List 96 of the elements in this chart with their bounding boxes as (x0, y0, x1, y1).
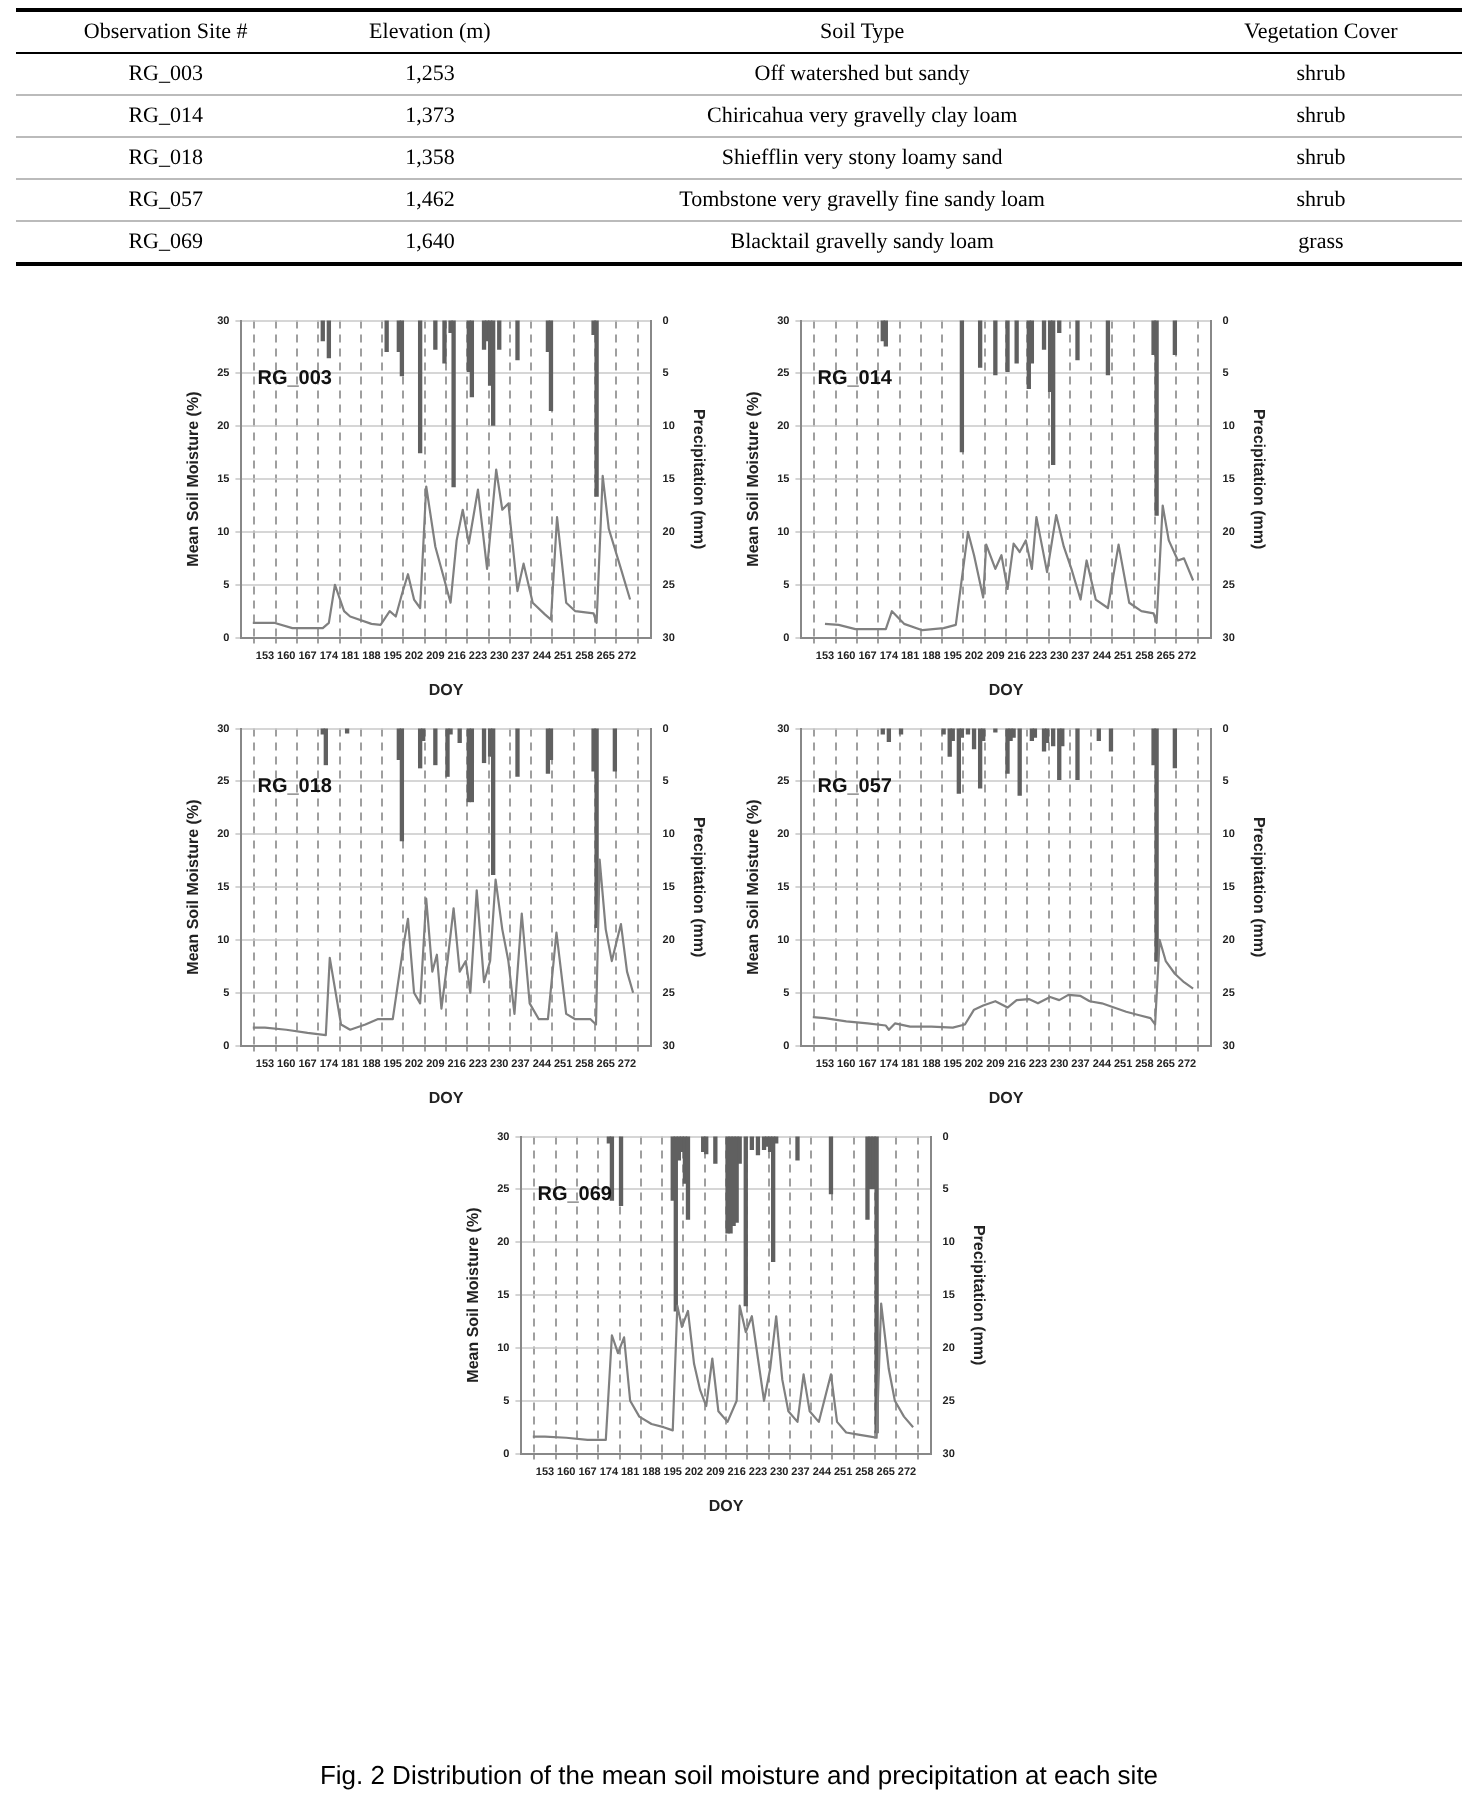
x-axis-title: DOY (428, 680, 465, 699)
y2-axis-title: Precipitation (mm) (1249, 408, 1268, 550)
bar (1154, 728, 1159, 962)
text: Observation Site # (16, 10, 316, 53)
text: grass (1179, 221, 1462, 264)
text: shrub (1179, 95, 1462, 137)
bar (384, 320, 389, 352)
bar (743, 1136, 748, 1307)
bar (399, 728, 405, 842)
bar (886, 728, 892, 742)
y-axis-title: Mean Soil Moisture (%) (184, 798, 203, 975)
bar (898, 728, 904, 735)
bar (713, 1136, 718, 1164)
bar (1051, 320, 1056, 465)
bar (469, 320, 475, 398)
bar (548, 320, 554, 412)
bar (442, 320, 447, 364)
text: RG_003 (16, 53, 316, 95)
y-axis-title: Mean Soil Moisture (%) (744, 798, 763, 975)
bar (417, 320, 423, 454)
text: Vegetation Cover (1179, 10, 1462, 53)
bar (883, 320, 888, 347)
bar (1075, 728, 1080, 780)
bar (1005, 728, 1010, 774)
text: RG_057 (16, 179, 316, 221)
y2-axis-title: Precipitation (mm) (689, 408, 708, 550)
bar (977, 320, 983, 368)
text: shrub (1179, 179, 1462, 221)
text: 1,640 (315, 221, 545, 264)
text: 1,373 (315, 95, 545, 137)
bar (594, 320, 599, 497)
bar (433, 320, 438, 350)
y2-axis-title: Precipitation (mm) (1249, 816, 1268, 958)
text: shrub (1179, 53, 1462, 95)
text: shrub (1179, 137, 1462, 179)
text: 1,358 (315, 137, 545, 179)
bar (491, 320, 496, 426)
bar (771, 1136, 776, 1262)
bar (880, 728, 885, 735)
bar (612, 728, 618, 772)
text: RG_014 (16, 95, 316, 137)
annotation: RG_018 (257, 776, 333, 799)
bar (481, 728, 487, 764)
bar (993, 320, 998, 376)
x-axis-title: DOY (708, 1496, 745, 1515)
bar (1172, 728, 1178, 769)
text: 1,462 (315, 179, 545, 221)
bar (755, 1136, 761, 1156)
text: Off watershed but sandy (544, 53, 1180, 95)
bar (451, 320, 456, 488)
bar (399, 320, 405, 377)
x-axis-title: DOY (988, 680, 1025, 699)
bar (594, 728, 599, 928)
bar (326, 320, 332, 359)
bar (795, 1136, 800, 1161)
bar (1005, 320, 1010, 372)
text: Tombstone very gravelly fine sandy loam (544, 179, 1180, 221)
bar (874, 1136, 879, 1434)
caption: Fig. 2 Distribution of the mean soil moisture and precipitation at each site (317, 1760, 1161, 1790)
bar (515, 728, 520, 777)
bar (1014, 320, 1019, 364)
y2-axis-title: Precipitation (mm) (689, 816, 708, 958)
text: 1,253 (315, 53, 545, 95)
annotation: RG_014 (817, 368, 893, 391)
bar (1105, 320, 1111, 376)
text: RG_018 (16, 137, 316, 179)
bar (828, 1136, 834, 1195)
y-axis-title: Mean Soil Moisture (%) (184, 390, 203, 567)
bar (959, 320, 965, 453)
text: Shiefflin very stony loamy sand (544, 137, 1180, 179)
bar (618, 1136, 624, 1206)
bar (433, 728, 438, 766)
annotation: RG_003 (257, 368, 333, 391)
bar (1017, 728, 1022, 796)
y2-axis-title: Precipitation (mm) (969, 1224, 988, 1366)
bar (1154, 320, 1159, 516)
bar (515, 320, 520, 361)
y-axis-title: Mean Soil Moisture (%) (744, 390, 763, 567)
bar (457, 728, 462, 743)
bar (685, 1136, 691, 1220)
text: Elevation (m) (315, 10, 545, 53)
text: RG_069 (16, 221, 316, 264)
bar (491, 728, 496, 876)
text: Soil Type (544, 10, 1180, 53)
bar (1075, 320, 1080, 361)
text: Blacktail gravelly sandy loam (544, 221, 1180, 264)
bar (1172, 320, 1178, 356)
bar (323, 728, 328, 766)
bar (1044, 728, 1050, 743)
bar (1096, 728, 1101, 741)
text: Chiricahua very gravelly clay loam (544, 95, 1180, 137)
x-axis-title: DOY (428, 1088, 465, 1107)
x-axis-title: DOY (988, 1088, 1025, 1107)
annotation: RG_057 (817, 776, 893, 799)
bar (445, 728, 450, 777)
y-axis-title: Mean Soil Moisture (%) (464, 1206, 483, 1383)
